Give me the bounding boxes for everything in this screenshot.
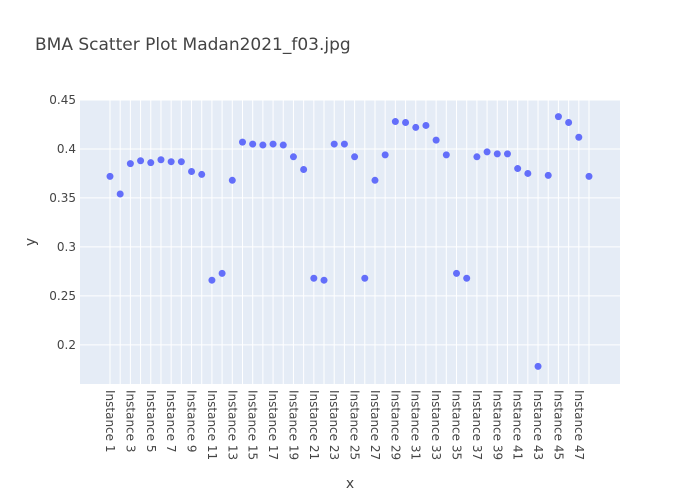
data-point[interactable] bbox=[493, 150, 501, 158]
data-point[interactable] bbox=[310, 274, 318, 282]
data-point[interactable] bbox=[147, 159, 155, 167]
data-point[interactable] bbox=[126, 160, 134, 168]
data-point[interactable] bbox=[554, 113, 562, 121]
data-point[interactable] bbox=[167, 158, 175, 166]
y-tick-label: 0.45 bbox=[49, 93, 76, 107]
data-point[interactable] bbox=[361, 274, 369, 282]
x-tick-label: Instance 41 bbox=[511, 390, 525, 460]
data-point[interactable] bbox=[116, 190, 124, 198]
data-point[interactable] bbox=[391, 118, 399, 126]
x-tick-label: Instance 19 bbox=[286, 390, 300, 460]
data-point[interactable] bbox=[575, 133, 583, 141]
data-point[interactable] bbox=[534, 362, 542, 370]
data-point[interactable] bbox=[330, 140, 338, 148]
data-point[interactable] bbox=[106, 172, 114, 180]
data-point[interactable] bbox=[565, 119, 573, 127]
x-tick-label: Instance 37 bbox=[470, 390, 484, 460]
data-point[interactable] bbox=[259, 141, 267, 149]
x-tick-label: Instance 21 bbox=[307, 390, 321, 460]
data-point[interactable] bbox=[432, 136, 440, 144]
x-tick-label: Instance 33 bbox=[429, 390, 443, 460]
data-point[interactable] bbox=[188, 167, 196, 175]
y-axis-ticks: 0.2 0.25 0.3 0.35 0.4 0.45 bbox=[49, 93, 76, 352]
x-tick-label: Instance 31 bbox=[409, 390, 423, 460]
data-point[interactable] bbox=[269, 140, 277, 148]
data-point[interactable] bbox=[238, 138, 246, 146]
data-point[interactable] bbox=[157, 156, 165, 164]
data-point[interactable] bbox=[514, 165, 522, 173]
x-tick-label: Instance 29 bbox=[388, 390, 402, 460]
data-point[interactable] bbox=[340, 140, 348, 148]
y-tick-label: 0.25 bbox=[49, 289, 76, 303]
data-point[interactable] bbox=[228, 176, 236, 184]
x-tick-label: Instance 13 bbox=[225, 390, 239, 460]
data-point[interactable] bbox=[442, 151, 450, 159]
x-tick-label: Instance 3 bbox=[123, 390, 137, 453]
data-point[interactable] bbox=[503, 150, 511, 158]
data-point[interactable] bbox=[137, 157, 145, 165]
x-tick-label: Instance 35 bbox=[450, 390, 464, 460]
data-point[interactable] bbox=[198, 170, 206, 178]
x-tick-label: Instance 1 bbox=[103, 390, 117, 453]
data-point[interactable] bbox=[473, 153, 481, 161]
y-tick-label: 0.2 bbox=[57, 338, 76, 352]
data-point[interactable] bbox=[381, 151, 389, 159]
x-tick-label: Instance 15 bbox=[246, 390, 260, 460]
data-point[interactable] bbox=[289, 153, 297, 161]
data-point[interactable] bbox=[320, 276, 328, 284]
y-tick-label: 0.3 bbox=[57, 240, 76, 254]
data-point[interactable] bbox=[351, 153, 359, 161]
x-tick-label: Instance 9 bbox=[185, 390, 199, 453]
x-tick-label: Instance 47 bbox=[572, 390, 586, 460]
x-tick-label: Instance 7 bbox=[164, 390, 178, 453]
x-tick-label: Instance 5 bbox=[144, 390, 158, 453]
gridlines bbox=[80, 99, 620, 384]
data-point[interactable] bbox=[453, 269, 461, 277]
data-point[interactable] bbox=[371, 176, 379, 184]
chart-title: BMA Scatter Plot Madan2021_f03.jpg bbox=[35, 35, 351, 55]
plot-area bbox=[80, 100, 620, 384]
x-axis-title: x bbox=[346, 476, 354, 492]
data-point[interactable] bbox=[279, 141, 287, 149]
x-tick-label: Instance 27 bbox=[368, 390, 382, 460]
x-tick-label: Instance 17 bbox=[266, 390, 280, 460]
data-point[interactable] bbox=[412, 123, 420, 131]
x-tick-label: Instance 45 bbox=[551, 390, 565, 460]
x-tick-label: Instance 25 bbox=[348, 390, 362, 460]
x-tick-label: Instance 23 bbox=[327, 390, 341, 460]
data-point[interactable] bbox=[483, 148, 491, 156]
data-point[interactable] bbox=[402, 119, 410, 127]
x-tick-label: Instance 43 bbox=[531, 390, 545, 460]
data-point[interactable] bbox=[300, 166, 308, 174]
data-point[interactable] bbox=[585, 172, 593, 180]
x-axis-ticks: Instance 1 Instance 3 Instance 5 Instance 7… bbox=[103, 390, 586, 460]
data-point[interactable] bbox=[208, 276, 216, 284]
y-tick-label: 0.4 bbox=[57, 142, 76, 156]
data-point[interactable] bbox=[544, 171, 552, 179]
x-tick-label: Instance 11 bbox=[205, 390, 219, 460]
data-point[interactable] bbox=[249, 140, 257, 148]
data-point[interactable] bbox=[463, 274, 471, 282]
y-axis-title: y bbox=[23, 238, 39, 246]
x-tick-label: Instance 39 bbox=[490, 390, 504, 460]
y-tick-label: 0.35 bbox=[49, 191, 76, 205]
data-point[interactable] bbox=[218, 269, 226, 277]
data-point[interactable] bbox=[177, 158, 185, 166]
data-points bbox=[106, 113, 593, 370]
data-point[interactable] bbox=[524, 169, 532, 177]
data-point[interactable] bbox=[422, 121, 430, 129]
